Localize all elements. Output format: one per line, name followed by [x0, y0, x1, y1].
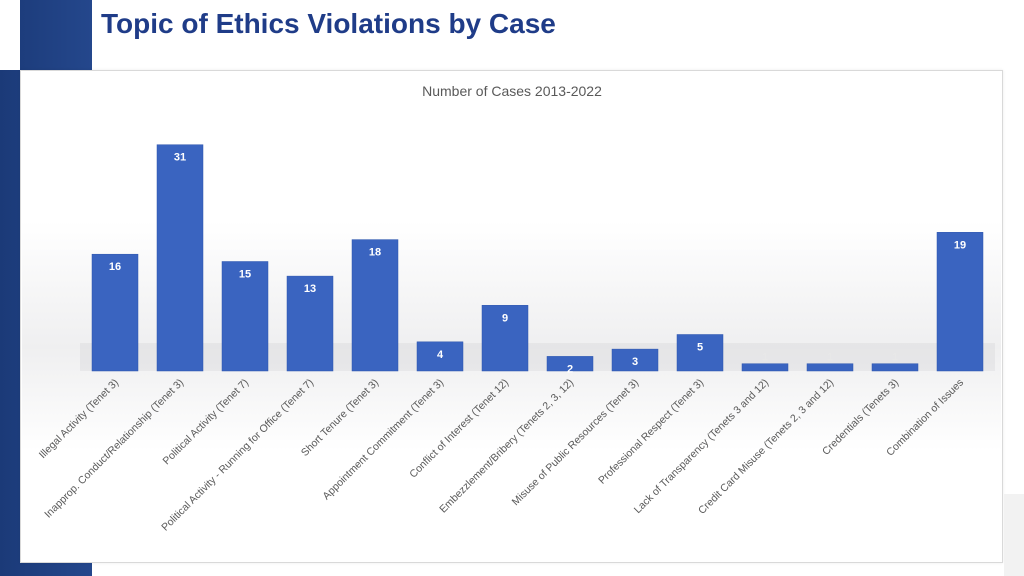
- bar-12: [871, 363, 919, 372]
- category-label-5: Appointment Commitment (Tenet 3): [320, 377, 446, 503]
- category-label-9: Professional Respect (Tenet 3): [596, 377, 706, 487]
- bar-5: [416, 341, 464, 372]
- bar-value-label-7: 2: [567, 363, 573, 375]
- bar-4: [351, 239, 399, 372]
- bar-value-label-4: 18: [369, 247, 381, 259]
- bar-value-label-11: 1: [827, 352, 833, 364]
- bar-3: [286, 275, 334, 372]
- bar-value-label-6: 9: [502, 312, 508, 324]
- category-label-10: Lack of Transparency (Tenets 3 and 12): [632, 377, 771, 516]
- category-label-1: Inapprop. Conduct/Relationship (Tenet 3): [42, 377, 186, 521]
- left-band-notch: [0, 0, 20, 70]
- bar-9: [676, 334, 724, 372]
- bar-1: [156, 144, 204, 372]
- bar-7: [546, 356, 594, 372]
- bottom-right-strip: [1004, 494, 1024, 576]
- value-labels-group: 16 31 15 13 18 4 9 2 3 5 1 1 1 19: [109, 152, 966, 376]
- bar-value-label-9: 5: [697, 342, 703, 354]
- chart-floor-shadow: [80, 343, 995, 371]
- bar-2: [221, 261, 269, 372]
- bar-10: [741, 363, 789, 372]
- bar-6: [481, 305, 529, 372]
- bar-value-label-1: 31: [174, 152, 186, 164]
- category-label-11: Credit Card Misuse (Tenets 2, 3 and 12): [696, 377, 836, 517]
- bar-value-label-10: 1: [762, 352, 768, 364]
- bars-group: [80, 144, 995, 372]
- bar-value-label-2: 15: [239, 269, 251, 281]
- bar-0: [91, 253, 139, 372]
- category-label-8: Misuse of Public Resources (Tenet 3): [510, 377, 641, 508]
- bar-value-label-3: 13: [304, 283, 316, 295]
- category-label-7: Embezzlement/Bribery (Tenets 2, 3, 12): [437, 377, 576, 516]
- bar-value-label-12: 1: [892, 352, 898, 364]
- chart-title: Number of Cases 2013-2022: [422, 83, 602, 99]
- bar-13: [936, 232, 984, 372]
- category-labels-group: Illegal Activity (Tenet 3)Inapprop. Cond…: [37, 377, 966, 534]
- bar-8: [611, 348, 659, 372]
- bar-value-label-0: 16: [109, 261, 121, 273]
- bar-11: [806, 363, 854, 372]
- bar-value-label-5: 4: [437, 349, 444, 361]
- bar-value-label-13: 19: [954, 239, 966, 251]
- bar-value-label-8: 3: [632, 356, 638, 368]
- category-label-3: Political Activity - Running for Office …: [159, 377, 316, 534]
- page-title: Topic of Ethics Violations by Case: [101, 8, 556, 39]
